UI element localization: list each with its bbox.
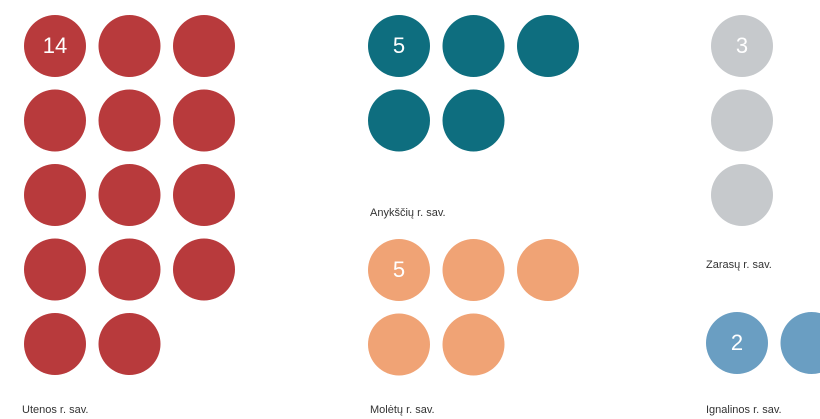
unit-dot — [173, 15, 235, 77]
unit-dot — [173, 238, 235, 301]
count-label: 3 — [736, 33, 748, 58]
unit-dot — [24, 313, 86, 375]
unit-dot — [442, 15, 505, 77]
group-label: Utenos r. sav. — [22, 404, 88, 416]
group-label: Ignalinos r. sav. — [706, 404, 782, 416]
unit-dot — [98, 164, 161, 226]
unit-dot — [173, 164, 235, 226]
unit-dot — [442, 313, 505, 376]
count-label: 5 — [393, 257, 405, 282]
count-label: 14 — [43, 33, 67, 58]
unit-dot — [368, 239, 430, 301]
unit-dot — [98, 15, 161, 77]
unit-dot — [24, 238, 86, 301]
unit-dot — [368, 313, 430, 376]
unit-dot — [517, 239, 579, 301]
unit-dot — [98, 313, 161, 375]
unit-dot — [24, 15, 86, 77]
unit-dot — [24, 164, 86, 226]
unit-dot — [368, 15, 430, 77]
unit-dot — [711, 89, 773, 152]
count-label: 2 — [731, 330, 743, 355]
unit-dot — [98, 89, 161, 152]
unit-dot — [173, 89, 235, 152]
unit-dot — [442, 239, 505, 301]
unit-dot — [780, 312, 820, 374]
group-label: Molėtų r. sav. — [370, 404, 435, 416]
unit-dot — [98, 238, 161, 301]
unit-dot — [711, 15, 773, 77]
unit-dot — [368, 89, 430, 152]
group-label: Anykščių r. sav. — [370, 207, 446, 219]
unit-dot — [711, 164, 773, 226]
unit-dot — [442, 89, 505, 152]
unit-dot — [517, 15, 579, 77]
group-label: Zarasų r. sav. — [706, 259, 772, 271]
unit-dot — [706, 312, 768, 374]
unit-dot — [24, 89, 86, 152]
count-label: 5 — [393, 33, 405, 58]
